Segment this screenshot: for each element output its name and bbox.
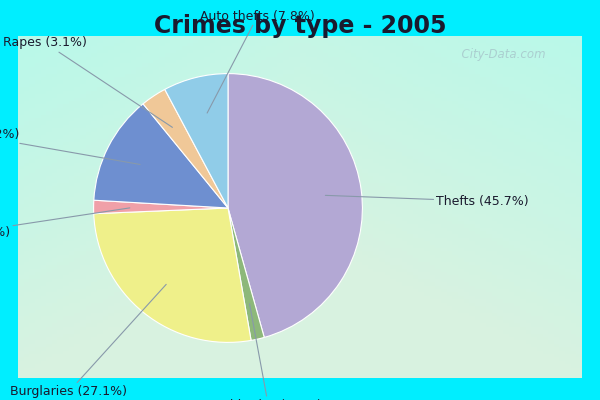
Text: City-Data.com: City-Data.com <box>454 48 546 61</box>
Wedge shape <box>228 208 264 340</box>
Wedge shape <box>228 74 362 338</box>
Text: Rapes (3.1%): Rapes (3.1%) <box>3 36 172 127</box>
Text: Thefts (45.7%): Thefts (45.7%) <box>325 195 529 208</box>
Wedge shape <box>94 104 228 208</box>
Text: Auto thefts (7.8%): Auto thefts (7.8%) <box>200 10 315 113</box>
Text: Burglaries (27.1%): Burglaries (27.1%) <box>10 284 166 398</box>
Text: Assaults (13.2%): Assaults (13.2%) <box>0 128 140 164</box>
Text: Crimes by type - 2005: Crimes by type - 2005 <box>154 14 446 38</box>
Text: Robberies (1.6%): Robberies (1.6%) <box>214 304 322 400</box>
Wedge shape <box>94 200 228 214</box>
Wedge shape <box>143 89 228 208</box>
Wedge shape <box>94 208 251 342</box>
Wedge shape <box>165 74 228 208</box>
Text: Arson (1.6%): Arson (1.6%) <box>0 208 130 239</box>
